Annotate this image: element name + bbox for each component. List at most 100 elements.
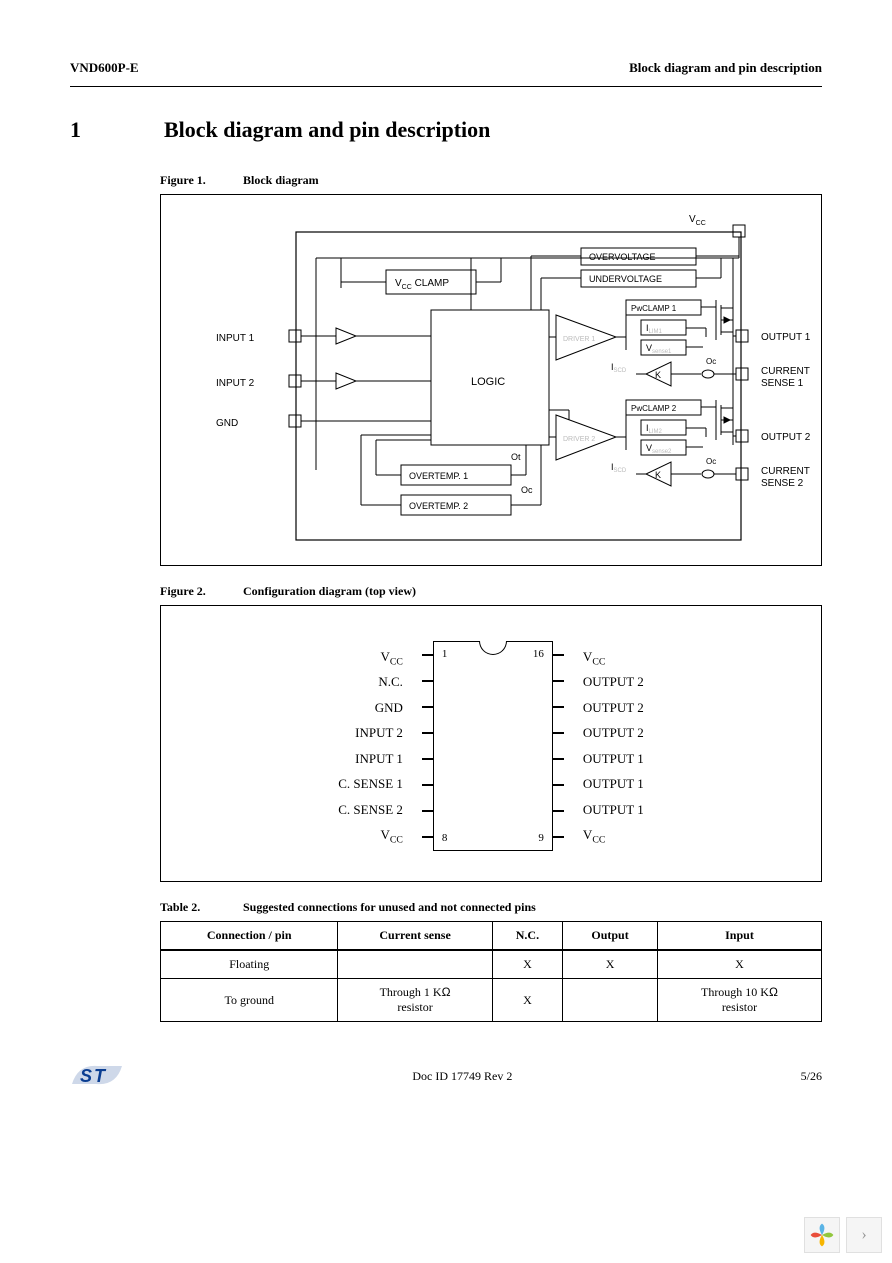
table-row: To groundThrough 1 KΩresistorX Through 10… <box>161 979 822 1022</box>
section-title: Block diagram and pin description <box>164 117 490 142</box>
table-col-header: Input <box>657 922 821 951</box>
oc1-label: Oc <box>521 485 533 495</box>
ot-label: Ot <box>511 452 521 462</box>
chevron-right-icon: › <box>861 1226 866 1244</box>
pin-label-left: C. SENSE 2 <box>338 801 403 819</box>
vcc-top-label: VCC <box>689 214 706 227</box>
pin-label-left: VCC <box>338 826 403 844</box>
output1-label: OUTPUT 1 <box>761 332 811 343</box>
table-cell <box>563 979 658 1022</box>
vsense1-box: Vsense1 <box>646 343 672 355</box>
oc2-label: Oc <box>706 457 716 466</box>
chip-num-br: 9 <box>538 832 544 844</box>
figure2-box: VCC N.C. GND INPUT 2 INPUT 1 C. SENSE 1 C. SEN… <box>160 605 822 882</box>
pin-label-right: VCC <box>583 648 644 666</box>
logic-box: LOGIC <box>471 376 505 388</box>
pin-label-left: VCC <box>338 648 403 666</box>
table2-title: Suggested connections for unused and not… <box>243 900 536 914</box>
table2-caption: Table 2. Suggested connections for unuse… <box>70 900 822 915</box>
mosfet2-icon <box>716 345 733 445</box>
input2-label: INPUT 2 <box>216 378 255 389</box>
figure1-title: Block diagram <box>243 173 319 187</box>
pin-label-right: OUTPUT 1 <box>583 775 644 793</box>
overtemp1-box: OVERTEMP. 1 <box>409 471 468 481</box>
overtemp2-box: OVERTEMP. 2 <box>409 501 468 511</box>
csense2b-label: SENSE 2 <box>761 478 804 489</box>
vcc-clamp-box: VCC CLAMP <box>395 278 449 291</box>
table-cell <box>338 950 492 979</box>
page-footer: S T Doc ID 17749 Rev 2 5/26 <box>70 1062 822 1090</box>
table-col-header: Current sense <box>338 922 492 951</box>
page-header: VND600P-E Block diagram and pin descript… <box>70 60 822 87</box>
table-col-header: Output <box>563 922 658 951</box>
undervoltage-box: UNDERVOLTAGE <box>589 274 662 284</box>
pin-label-left: C. SENSE 1 <box>338 775 403 793</box>
csense1b-label: SENSE 1 <box>761 378 804 389</box>
table-col-header: Connection / pin <box>161 922 338 951</box>
float-bar: › <box>804 1217 882 1253</box>
next-arrow-button[interactable]: › <box>846 1217 882 1253</box>
table-cell: Through 1 KΩresistor <box>338 979 492 1022</box>
k1-box: K <box>655 370 661 380</box>
csense1a-label: CURRENT <box>761 366 810 377</box>
pin-label-left: INPUT 1 <box>338 750 403 768</box>
figure2-title: Configuration diagram (top view) <box>243 584 416 598</box>
svg-text:S: S <box>80 1066 92 1086</box>
chip-num-tl: 1 <box>442 648 448 660</box>
chip-outline: 1 16 8 9 <box>433 641 553 851</box>
figure2-label: Figure 2. <box>160 584 240 599</box>
ilim2-box: ILIM2 <box>646 423 663 435</box>
st-logo-icon: S T <box>70 1062 124 1090</box>
section-heading: 1 Block diagram and pin description <box>70 117 822 143</box>
table-cell: Through 10 KΩresistor <box>657 979 821 1022</box>
chip-num-bl: 8 <box>442 832 448 844</box>
page-number: 5/26 <box>801 1069 822 1084</box>
table-cell: Floating <box>161 950 338 979</box>
oc1b-label: Oc <box>706 357 716 366</box>
table-cell: X <box>657 950 821 979</box>
figure1-caption: Figure 1. Block diagram <box>70 173 822 188</box>
figure1-label: Figure 1. <box>160 173 240 188</box>
pin-labels-right: VCC OUTPUT 2 OUTPUT 2 OUTPUT 2 OUTPUT 1 OUTPU… <box>583 648 644 845</box>
header-left: VND600P-E <box>70 60 139 76</box>
input1-label: INPUT 1 <box>216 333 255 344</box>
pin-labels-left: VCC N.C. GND INPUT 2 INPUT 1 C. SENSE 1 C. SEN… <box>338 648 403 845</box>
pin-label-right: VCC <box>583 826 644 844</box>
figure2-caption: Figure 2. Configuration diagram (top vie… <box>70 584 822 599</box>
pwclamp2-box: PwCLAMP 2 <box>631 404 677 413</box>
doc-id: Doc ID 17749 Rev 2 <box>412 1069 512 1084</box>
table-cell: X <box>492 950 562 979</box>
driver2-box: DRIVER 2 <box>563 436 595 443</box>
chip-num-tr: 16 <box>533 648 544 660</box>
pin-label-right: OUTPUT 2 <box>583 699 644 717</box>
vsense2-box: Vsense2 <box>646 443 672 455</box>
petal-icon[interactable] <box>804 1217 840 1253</box>
header-right: Block diagram and pin description <box>629 60 822 76</box>
figure1-box: VCC VCC CLAMP OVERVOLTAGE UNDERVOLTAGE <box>160 194 822 566</box>
block-diagram-svg: VCC VCC CLAMP OVERVOLTAGE UNDERVOLTAGE <box>181 210 821 550</box>
table2-label: Table 2. <box>160 900 240 915</box>
pin-label-right: OUTPUT 1 <box>583 801 644 819</box>
iscd1-label: ISCD <box>611 362 627 374</box>
pwclamp1-box: PwCLAMP 1 <box>631 304 677 313</box>
table2: Connection / pinCurrent senseN.C.OutputI… <box>160 921 822 1022</box>
driver1-box: DRIVER 1 <box>563 336 595 343</box>
ilim1-box: ILIM1 <box>646 323 663 335</box>
pin-label-right: OUTPUT 2 <box>583 673 644 691</box>
iscd2-label: ISCD <box>611 462 627 474</box>
csense2a-label: CURRENT <box>761 466 810 477</box>
output2-label: OUTPUT 2 <box>761 432 811 443</box>
pin-label-right: OUTPUT 1 <box>583 750 644 768</box>
pin-label-left: INPUT 2 <box>338 724 403 742</box>
k2-box: K <box>655 470 661 480</box>
table-row: FloatingXXX <box>161 950 822 979</box>
table-cell: X <box>492 979 562 1022</box>
table-col-header: N.C. <box>492 922 562 951</box>
table-cell: X <box>563 950 658 979</box>
pin-label-left: N.C. <box>338 673 403 691</box>
pin-label-left: GND <box>338 699 403 717</box>
mosfet1-icon <box>716 258 733 345</box>
pin-label-right: OUTPUT 2 <box>583 724 644 742</box>
table-cell: To ground <box>161 979 338 1022</box>
overvoltage-box: OVERVOLTAGE <box>589 252 656 262</box>
